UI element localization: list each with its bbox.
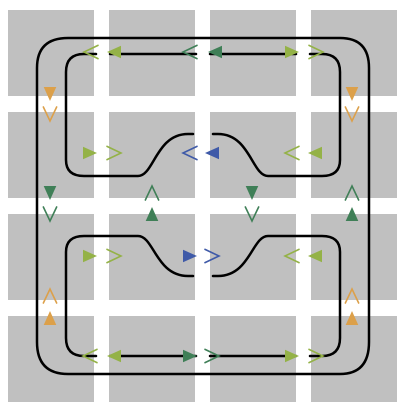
arrow-triangle-left-olive-icon (308, 146, 322, 160)
arrow-chevron-left-olive-icon (81, 348, 98, 364)
inner-track-right-upper (211, 52, 342, 178)
arrow-triangle-right-olive-icon (285, 45, 299, 59)
arrow-chevron-up-dark-green-icon (344, 184, 360, 201)
tile-r3c1 (8, 214, 94, 300)
tile-r3c2 (109, 214, 195, 300)
tile-r3c3 (210, 214, 296, 300)
arrow-chevron-right-olive-icon (308, 348, 325, 364)
tile-r4c4 (311, 316, 397, 402)
arrow-triangle-left-olive-icon (308, 249, 322, 263)
tile-r2c3 (210, 112, 296, 198)
arrow-triangle-left-blue-icon (205, 146, 219, 160)
arrow-triangle-up-orange-icon (345, 311, 359, 325)
arrow-triangle-right-olive-icon (285, 349, 299, 363)
tile-r1c1 (8, 10, 94, 96)
arrow-triangle-right-olive-icon (83, 249, 97, 263)
inner-track-left-lower (64, 234, 195, 358)
arrow-chevron-right-dark-green-icon (204, 348, 221, 364)
arrow-triangle-left-dark-green-icon (208, 45, 222, 59)
arrow-triangle-down-orange-icon (43, 87, 57, 101)
tile-r4c3 (210, 316, 296, 402)
arrow-triangle-down-orange-icon (345, 87, 359, 101)
arrow-chevron-down-dark-green-icon (244, 206, 260, 223)
tile-r2c2 (109, 112, 195, 198)
arrow-chevron-left-blue-icon (181, 145, 198, 161)
arrow-chevron-down-dark-green-icon (42, 206, 58, 223)
arrow-chevron-up-orange-icon (344, 287, 360, 304)
inner-track-left-upper (64, 52, 195, 178)
arrow-chevron-left-dark-green-icon (181, 44, 198, 60)
arrow-chevron-left-olive-icon (82, 44, 99, 60)
arrow-triangle-up-dark-green-icon (145, 207, 159, 221)
arrow-triangle-up-orange-icon (43, 311, 57, 325)
arrow-chevron-right-blue-icon (204, 248, 221, 264)
inner-track-right-lower (211, 234, 342, 358)
arrow-chevron-up-orange-icon (42, 287, 58, 304)
arrow-triangle-right-blue-icon (183, 249, 197, 263)
arrow-chevron-right-olive-icon (308, 44, 325, 60)
tile-r2c4 (311, 112, 397, 198)
track-lines (35, 36, 371, 376)
arrow-chevron-down-orange-icon (344, 106, 360, 123)
tile-r3c4 (311, 214, 397, 300)
arrow-chevron-up-dark-green-icon (144, 184, 160, 201)
arrow-triangle-down-dark-green-icon (245, 186, 259, 200)
arrow-triangle-left-olive-icon (107, 45, 121, 59)
arrow-chevron-left-olive-icon (283, 248, 300, 264)
arrow-triangle-up-dark-green-icon (345, 207, 359, 221)
arrow-chevron-right-olive-icon (106, 145, 123, 161)
arrow-chevron-right-olive-icon (106, 248, 123, 264)
direction-markers (42, 44, 360, 364)
arrow-triangle-right-dark-green-icon (183, 349, 197, 363)
outer-track-loop (35, 36, 371, 376)
arrow-triangle-left-olive-icon (107, 349, 121, 363)
arrow-chevron-down-orange-icon (42, 106, 58, 123)
arrow-chevron-left-olive-icon (283, 145, 300, 161)
tile-r4c2 (109, 316, 195, 402)
tile-r4c1 (8, 316, 94, 402)
arrow-triangle-down-dark-green-icon (43, 186, 57, 200)
arrow-triangle-right-olive-icon (83, 146, 97, 160)
tile-r2c1 (8, 112, 94, 198)
